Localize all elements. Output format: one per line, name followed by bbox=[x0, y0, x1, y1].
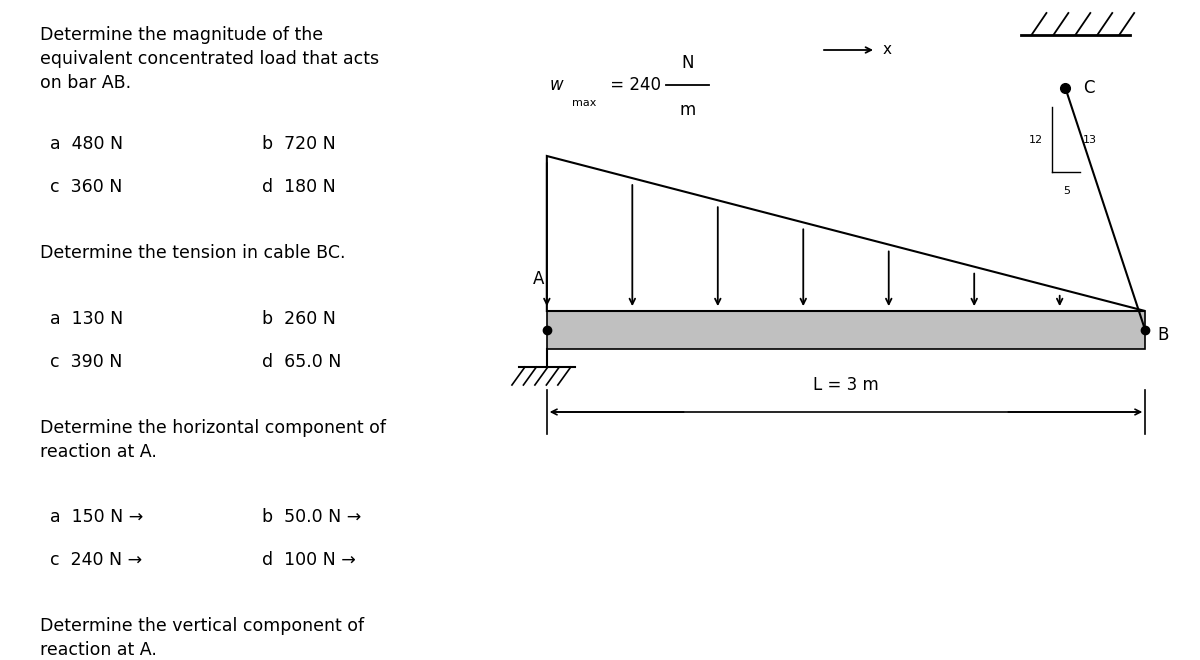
Text: d  100 N →: d 100 N → bbox=[262, 551, 356, 569]
FancyBboxPatch shape bbox=[547, 311, 1145, 349]
Text: a  130 N: a 130 N bbox=[50, 310, 124, 328]
Text: = 240: = 240 bbox=[605, 76, 661, 94]
Text: A: A bbox=[533, 270, 545, 288]
Text: c  360 N: c 360 N bbox=[50, 178, 122, 196]
Text: Determine the vertical component of
reaction at A.: Determine the vertical component of reac… bbox=[41, 617, 365, 659]
Text: Determine the horizontal component of
reaction at A.: Determine the horizontal component of re… bbox=[41, 419, 386, 461]
Text: N: N bbox=[682, 54, 694, 72]
Text: 12: 12 bbox=[1030, 135, 1044, 145]
Text: 13: 13 bbox=[1082, 135, 1097, 145]
Text: b  50.0 N →: b 50.0 N → bbox=[262, 508, 361, 526]
Text: 5: 5 bbox=[1063, 186, 1070, 196]
Text: m: m bbox=[679, 101, 696, 119]
Text: w: w bbox=[550, 76, 564, 94]
Text: a  150 N →: a 150 N → bbox=[50, 508, 144, 526]
Text: d  65.0 N: d 65.0 N bbox=[262, 353, 342, 371]
Text: B: B bbox=[1157, 326, 1169, 344]
Text: c  390 N: c 390 N bbox=[50, 353, 122, 371]
Text: x: x bbox=[883, 42, 892, 57]
Text: c  240 N →: c 240 N → bbox=[50, 551, 143, 569]
Text: Determine the magnitude of the
equivalent concentrated load that acts
on bar AB.: Determine the magnitude of the equivalen… bbox=[41, 26, 379, 92]
Text: a  480 N: a 480 N bbox=[50, 135, 124, 153]
Text: b  260 N: b 260 N bbox=[262, 310, 336, 328]
Text: C: C bbox=[1084, 79, 1094, 97]
Text: L = 3 m: L = 3 m bbox=[814, 376, 878, 394]
Text: d  180 N: d 180 N bbox=[262, 178, 336, 196]
Text: max: max bbox=[571, 98, 596, 108]
Text: Determine the tension in cable BC.: Determine the tension in cable BC. bbox=[41, 244, 346, 262]
Text: b  720 N: b 720 N bbox=[262, 135, 336, 153]
